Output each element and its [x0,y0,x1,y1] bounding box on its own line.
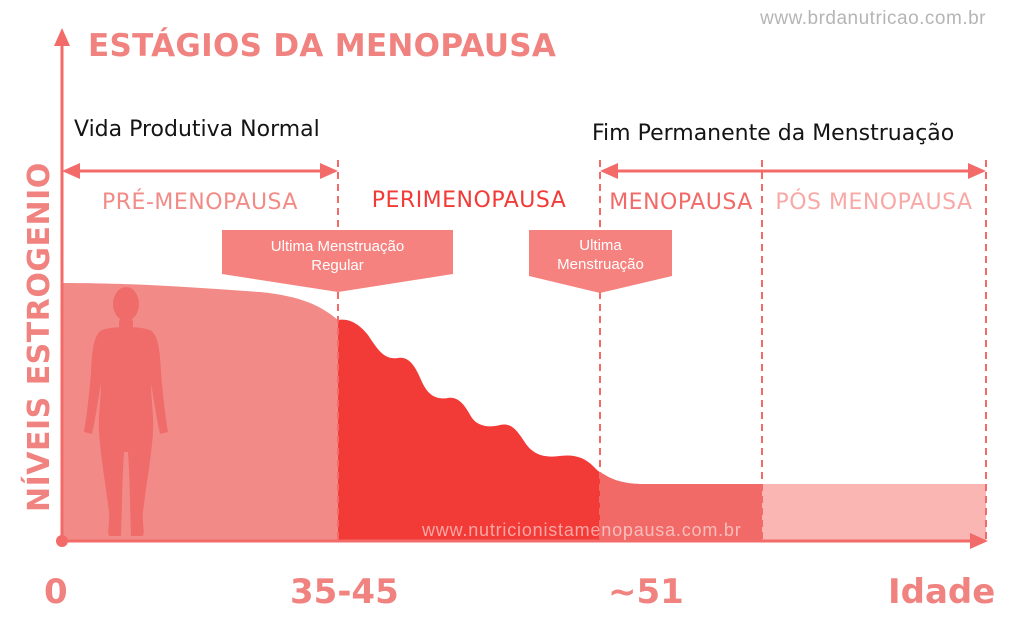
center-watermark: www.nutricionistamenopausa.com.br [422,520,742,540]
last-period-callout [529,230,672,293]
callout-text-second: Ultima Menstruação [529,236,672,274]
stage-label-post-menopause: PÓS MENOPAUSA [775,190,973,215]
span-arrow-right [600,163,986,179]
stage-boundaries [337,160,987,541]
last-regular-period-callout [222,230,453,292]
span-arrow-left [62,163,338,179]
callout-first-line1: Ultima Menstruação [270,238,405,255]
x-tick-51: ~51 [608,572,684,612]
woman-silhouette-icon [84,287,168,536]
post-menopause-area [762,484,986,541]
menopause-area [600,472,762,541]
x-axis [56,533,988,549]
stage-label-menopause: MENOPAUSA [609,190,753,215]
span-label-permanent-end: Fim Permanente da Menstruação [592,121,955,146]
x-axis-label-age: Idade [888,572,996,612]
y-axis [54,28,70,541]
callout-second-line1: Ultima [579,237,622,254]
stage-label-pre-menopause: PRÉ-MENOPAUSA [102,190,298,215]
stage-label-perimenopause: PERIMENOPAUSA [371,188,567,213]
callout-second-line2: Menstruação [557,256,644,273]
perimenopause-area [338,319,600,541]
y-axis-label: NÍVEIS ESTROGENIO [22,162,57,512]
diagram-title: ESTÁGIOS DA MENOPAUSA [88,28,557,64]
x-tick-35-45: 35-45 [290,572,399,612]
span-label-normal-life: Vida Produtiva Normal [74,117,320,142]
x-tick-zero: 0 [44,572,68,612]
site-watermark: www.brdanutricao.com.br [760,8,986,29]
callout-text-first: Ultima Menstruação Regular [222,237,453,275]
callout-first-line2: Regular [311,257,364,274]
